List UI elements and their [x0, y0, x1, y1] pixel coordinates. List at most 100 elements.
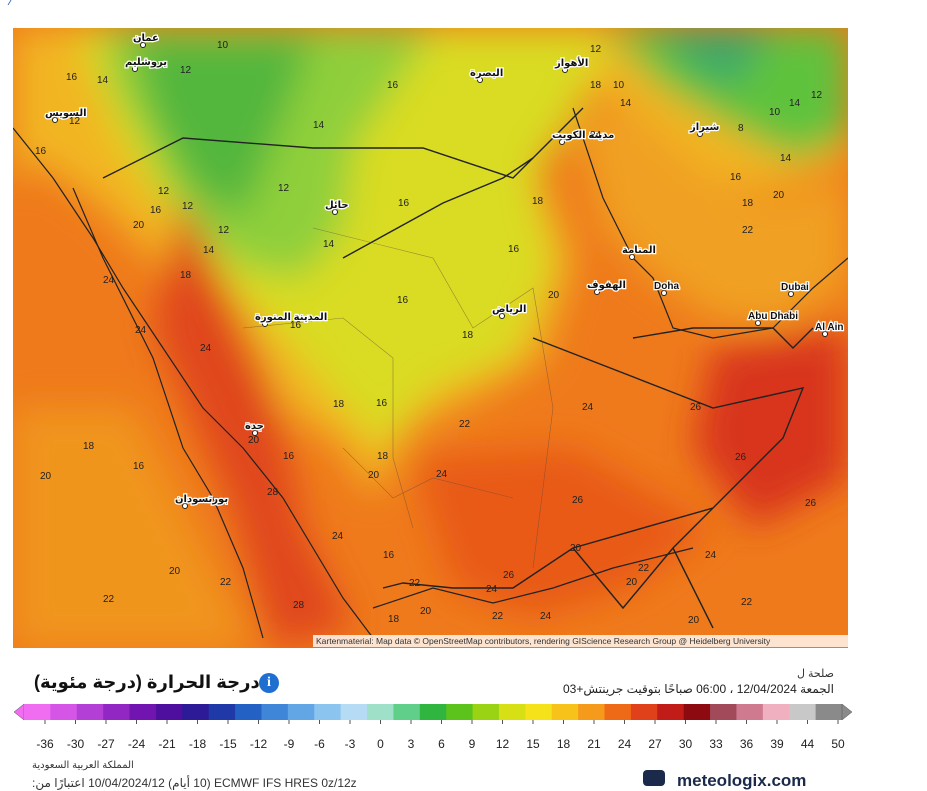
temperature-label: 16 — [66, 72, 78, 83]
city-label: المدينة المنورة — [255, 312, 327, 323]
temperature-label: 12 — [278, 183, 290, 194]
scale-swatch — [235, 704, 262, 720]
scale-swatch — [208, 704, 236, 720]
temperature-label: 24 — [332, 531, 344, 542]
temperature-label: 24 — [436, 469, 448, 480]
city-dot — [562, 67, 568, 73]
temperature-label: 24 — [540, 611, 552, 622]
temperature-label: 16 — [398, 198, 410, 209]
scale-label: -24 — [128, 737, 146, 751]
temperature-label: 20 — [133, 220, 145, 231]
temperature-label: 16 — [508, 244, 520, 255]
scale-label: -18 — [189, 737, 207, 751]
scale-label: 33 — [709, 737, 723, 751]
city-label: المنامة — [622, 245, 656, 256]
scale-swatch — [129, 704, 157, 720]
temperature-label: 14 — [97, 75, 109, 86]
temperature-label: 18 — [377, 451, 389, 462]
city-dot — [182, 503, 188, 509]
temperature-label: 22 — [742, 225, 754, 236]
temperature-label: 16 — [387, 80, 399, 91]
temperature-label: 22 — [492, 611, 504, 622]
scale-swatch — [393, 704, 421, 720]
temperature-label: 26 — [735, 452, 747, 463]
scale-label: 3 — [408, 737, 415, 751]
temperature-label: 20 — [570, 543, 582, 554]
scale-label: -15 — [219, 737, 237, 751]
city-label: الرياض — [492, 304, 526, 315]
temperature-label: 10 — [613, 80, 625, 91]
temperature-label: 18 — [180, 270, 192, 281]
city-dot — [132, 66, 138, 72]
scale-swatch — [76, 704, 104, 720]
temperature-label: 18 — [83, 441, 95, 452]
city-dot — [477, 77, 483, 83]
temperature-label: 24 — [135, 325, 147, 336]
logo[interactable]: meteologix.com — [677, 771, 807, 790]
city-dot — [822, 331, 828, 337]
scale-swatch — [314, 704, 342, 720]
info-icon[interactable]: i — [259, 673, 279, 693]
scale-label: -30 — [67, 737, 85, 751]
city-dot — [661, 290, 667, 296]
scale-label: 44 — [801, 737, 815, 751]
temperature-label: 18 — [388, 614, 400, 625]
temperature-label: 8 — [738, 123, 744, 134]
scale-swatch — [630, 704, 658, 720]
temperature-label: 18 — [462, 330, 474, 341]
city-dot — [755, 320, 761, 326]
scale-swatch — [525, 704, 553, 720]
scale-swatch — [261, 704, 289, 720]
temperature-label: 14 — [620, 98, 632, 109]
temperature-label: 14 — [780, 153, 792, 164]
scale-label: 24 — [618, 737, 632, 751]
scale-swatch — [683, 704, 711, 720]
temperature-label: 16 — [730, 172, 742, 183]
scale-swatch — [551, 704, 579, 720]
city-dot — [499, 313, 505, 319]
city-dot — [788, 291, 794, 297]
temperature-label: 24 — [590, 130, 602, 141]
temperature-label: 26 — [503, 570, 515, 581]
scale-label: 15 — [526, 737, 540, 751]
model-run: ECMWF IFS HRES 0z/12z (10 أيام) 10/04/20… — [32, 776, 357, 790]
temperature-label: 28 — [293, 600, 305, 611]
city-dot — [140, 42, 146, 48]
scale-label: 12 — [496, 737, 510, 751]
temperature-label: 20 — [420, 606, 432, 617]
city-dot — [252, 430, 258, 436]
temperature-label: 12 — [811, 90, 823, 101]
temperature-label: 20 — [169, 566, 181, 577]
city-dot — [697, 131, 703, 137]
scale-swatch — [419, 704, 447, 720]
scale-arrow-right — [841, 704, 853, 721]
temperature-label: 26 — [690, 402, 702, 413]
scale-label: 39 — [770, 737, 784, 751]
temperature-label: 16 — [150, 205, 162, 216]
fragment: ⁄ ‍ — [10, 0, 16, 8]
city-label: البصرة — [470, 68, 503, 79]
scale-swatch — [736, 704, 764, 720]
scale-swatch — [446, 704, 474, 720]
temperature-label: 12 — [158, 186, 170, 197]
title: درجة الحرارة (درجة مئوية) — [34, 672, 260, 692]
scale-swatch — [657, 704, 685, 720]
city-dot — [262, 321, 268, 327]
city-label: Dubai — [781, 282, 809, 293]
scale-swatch — [498, 704, 526, 720]
temperature-label: 20 — [40, 471, 52, 482]
temperature-label: 18 — [333, 399, 345, 410]
scale-label: 27 — [648, 737, 662, 751]
scale-swatch — [789, 704, 817, 720]
scale-swatch — [50, 704, 78, 720]
temperature-label: 10 — [769, 107, 781, 118]
region: المملكة العربية السعودية — [32, 760, 134, 771]
city-label: يروشليم — [125, 57, 167, 68]
city-label: الهفوف — [587, 280, 626, 291]
temperature-label: 16 — [133, 461, 145, 472]
scale-label: -12 — [250, 737, 268, 751]
scale-swatch — [472, 704, 500, 720]
temperature-label: 22 — [459, 419, 471, 430]
map: عمان يروشليم السويس حائل المدينة المنورة الري… — [13, 28, 848, 648]
